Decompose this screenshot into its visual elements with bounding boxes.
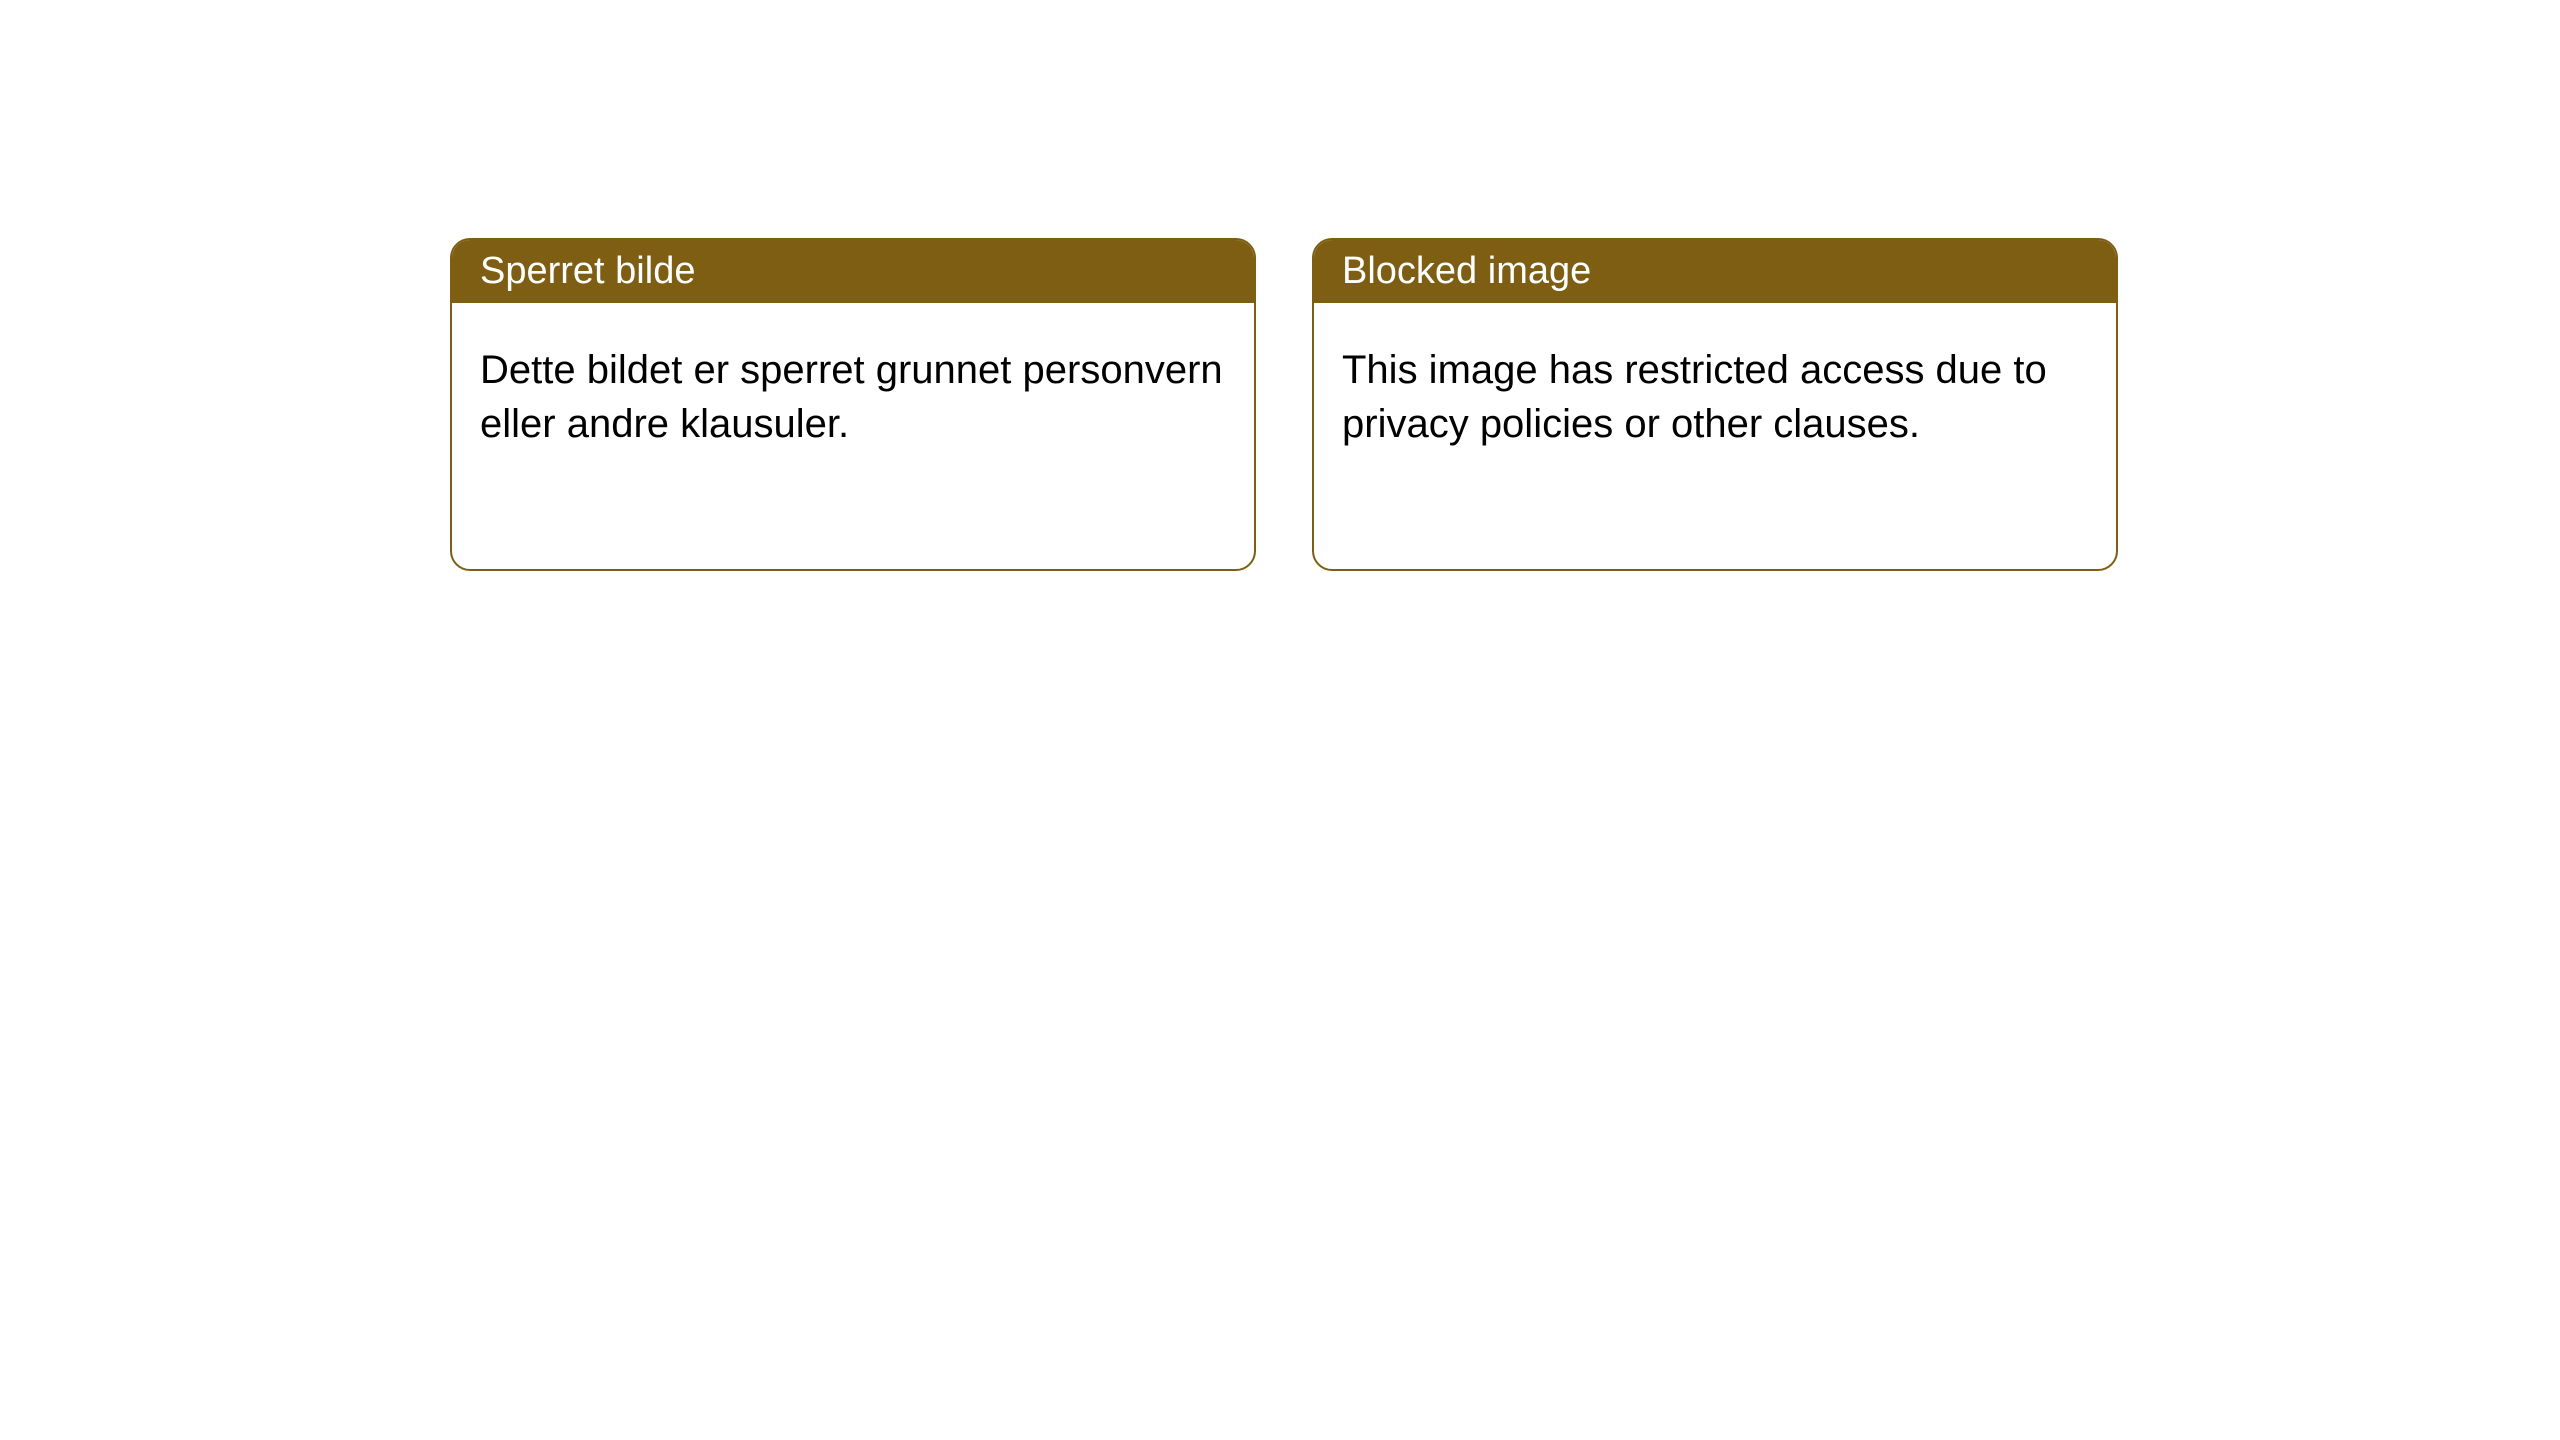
card-body: This image has restricted access due to … <box>1314 303 2116 491</box>
card-title: Sperret bilde <box>480 250 695 293</box>
notice-card-english: Blocked image This image has restricted … <box>1312 238 2118 571</box>
card-body-text: Dette bildet er sperret grunnet personve… <box>480 348 1223 446</box>
card-body: Dette bildet er sperret grunnet personve… <box>452 303 1254 491</box>
notice-cards-container: Sperret bilde Dette bildet er sperret gr… <box>450 238 2118 571</box>
card-header: Blocked image <box>1314 240 2116 303</box>
card-title: Blocked image <box>1342 250 1591 293</box>
notice-card-norwegian: Sperret bilde Dette bildet er sperret gr… <box>450 238 1256 571</box>
card-header: Sperret bilde <box>452 240 1254 303</box>
card-body-text: This image has restricted access due to … <box>1342 348 2047 446</box>
